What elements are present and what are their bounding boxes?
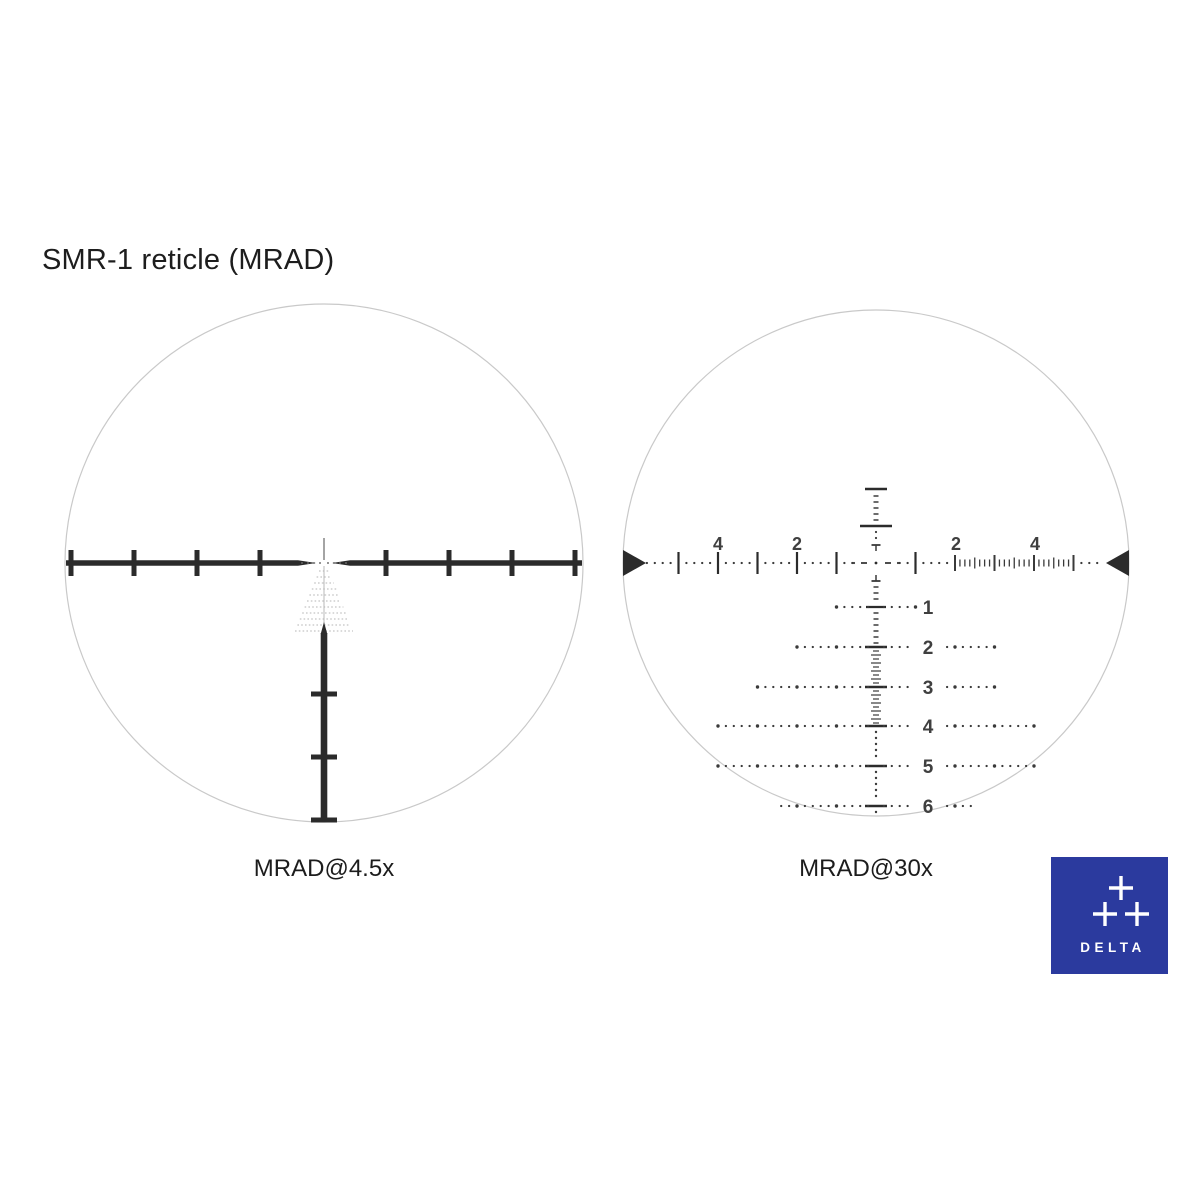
drop-label-2: 2 [923, 638, 934, 659]
drop-label-3: 3 [923, 678, 934, 699]
left-crosshair [66, 538, 582, 823]
delta-plus-left-icon [1093, 902, 1117, 926]
right-crosshair [623, 487, 1129, 814]
delta-logo-text: DELTA [1080, 940, 1146, 955]
delta-plus-right-icon [1125, 902, 1149, 926]
drop-label-4: 4 [923, 717, 934, 738]
axis-label-left-4: 4 [713, 534, 723, 554]
right-reticle: 4 2 2 4 1 2 3 4 5 6 [622, 309, 1130, 818]
page-title: SMR-1 reticle (MRAD) [42, 244, 335, 276]
drop-label-5: 5 [923, 757, 934, 778]
delta-logo: DELTA [1051, 857, 1168, 974]
drop-label-1: 1 [923, 598, 934, 619]
delta-plus-top-icon [1109, 876, 1133, 900]
left-reticle [64, 303, 584, 823]
left-reticle-caption: MRAD@4.5x [253, 855, 395, 882]
axis-label-right-4: 4 [1030, 534, 1040, 554]
right-reticle-caption: MRAD@30x [799, 855, 933, 882]
axis-label-left-2: 2 [792, 534, 802, 554]
drop-label-6: 6 [923, 797, 934, 818]
axis-label-right-2: 2 [951, 534, 961, 554]
